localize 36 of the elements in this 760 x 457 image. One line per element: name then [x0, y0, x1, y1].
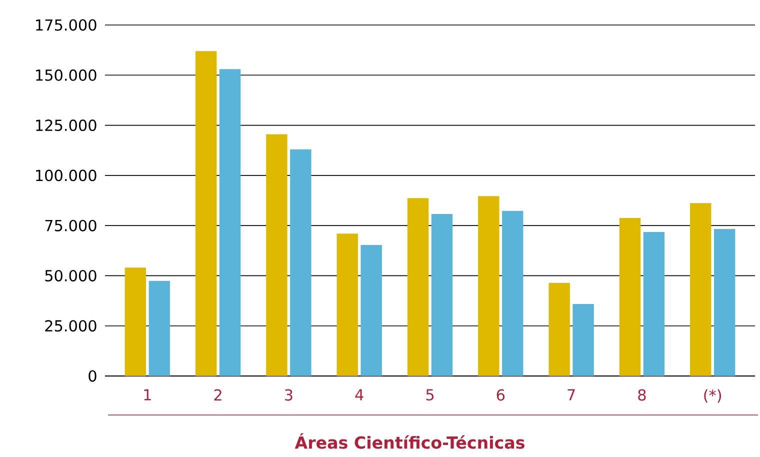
bar: [619, 218, 641, 376]
x-tick-label: 5: [426, 389, 434, 401]
bar: [431, 214, 453, 376]
bar: [195, 51, 217, 376]
bar: [478, 196, 500, 376]
bar: [266, 134, 288, 376]
bar: [219, 69, 241, 376]
y-tick-label: 175.000: [36, 19, 96, 31]
x-tick-label: 8: [638, 389, 646, 401]
bar: [548, 282, 570, 376]
x-tick-label: 4: [355, 389, 364, 400]
y-tick-label: 150.000: [36, 69, 96, 81]
bar: [572, 304, 594, 376]
x-tick-label: (*): [704, 389, 722, 403]
y-tick-label: 100.000: [36, 170, 96, 182]
y-tick-label: 75.000: [45, 220, 96, 232]
y-tick-label: 0: [88, 370, 96, 382]
x-tick-label: 2: [214, 389, 222, 400]
bar: [643, 232, 665, 376]
x-tick-label: 3: [285, 389, 292, 401]
bar: [714, 228, 736, 376]
bar: [148, 280, 170, 376]
bar: [690, 203, 712, 376]
x-tick-label: 6: [496, 389, 505, 401]
x-tick-label: 7: [568, 389, 575, 400]
bar: [360, 245, 382, 376]
y-tick-label: 50.000: [45, 270, 96, 282]
bar: [124, 268, 146, 376]
bar: [407, 198, 429, 376]
bar: [290, 149, 312, 376]
y-tick-label: 25.000: [45, 320, 96, 332]
bar: [502, 210, 524, 376]
x-axis-title: Áreas Científico-Técnicas: [294, 433, 524, 449]
x-tick-label: 1: [144, 389, 151, 400]
bar: [336, 234, 358, 376]
y-tick-label: 125.000: [36, 120, 96, 132]
